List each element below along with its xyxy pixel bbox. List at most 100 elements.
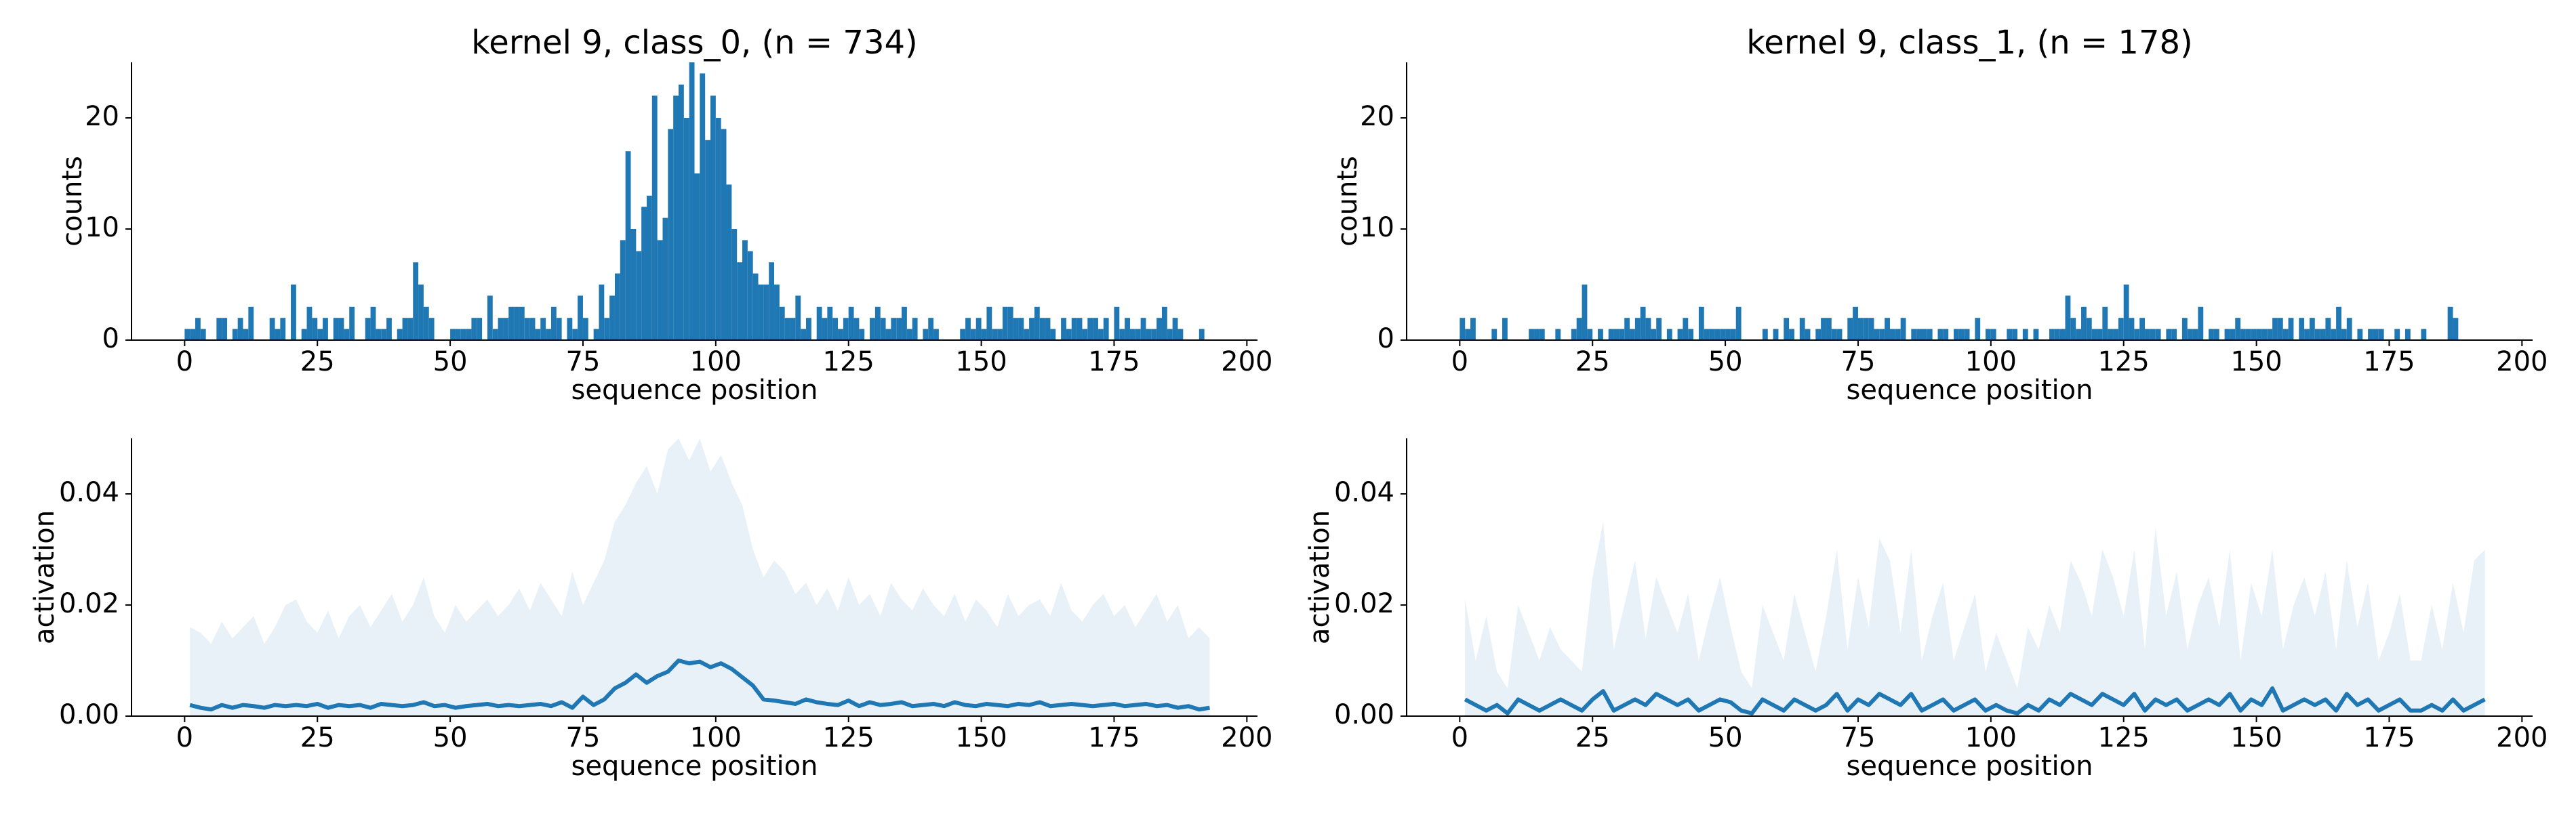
bar (312, 318, 318, 340)
y-tick-label: 0 (102, 323, 119, 354)
bar (2373, 329, 2379, 340)
x-tick-label: 150 (2230, 346, 2282, 377)
bar (1129, 329, 1135, 340)
bar (195, 318, 201, 340)
bar (232, 329, 238, 340)
x-tick-label: 25 (1575, 722, 1610, 753)
x-tick-label: 75 (1841, 346, 1876, 377)
bar (2453, 318, 2459, 340)
bar (1868, 318, 1874, 340)
bar (689, 62, 695, 340)
bar (1799, 318, 1805, 340)
bar (1847, 318, 1853, 340)
bar (1024, 329, 1030, 340)
bar (376, 329, 382, 340)
x-tick-label: 75 (566, 722, 601, 753)
bar (2357, 329, 2363, 340)
bar (1921, 329, 1927, 340)
x-axis-label: sequence position (1847, 375, 2093, 406)
bar (550, 306, 557, 340)
bar (1140, 318, 1146, 340)
chart-title: kernel 9, class_1, (n = 178) (1746, 24, 2193, 62)
bar (832, 318, 839, 340)
bar (413, 262, 419, 340)
bar (1666, 329, 1672, 340)
x-axis-label: sequence position (571, 375, 818, 406)
bar (2054, 329, 2060, 340)
bar (2341, 329, 2347, 340)
bar (1714, 329, 1720, 340)
bar (2065, 295, 2071, 340)
bar (2331, 329, 2337, 340)
bar (2033, 329, 2039, 340)
bar (2394, 329, 2400, 340)
bar (636, 251, 642, 340)
bar (2139, 318, 2146, 340)
x-tick-label: 200 (1221, 722, 1272, 753)
bar (1651, 329, 1657, 340)
bar (668, 129, 674, 340)
bar (1539, 329, 1545, 340)
y-tick-label: 0.04 (1334, 477, 1394, 508)
x-tick-label: 50 (1708, 722, 1743, 753)
bar (1529, 329, 1535, 340)
x-tick-label: 200 (1221, 346, 1272, 377)
bar (726, 184, 732, 340)
bar (2134, 329, 2140, 340)
bar (1836, 329, 1843, 340)
bar (508, 306, 515, 340)
bar (2097, 329, 2103, 340)
bar (216, 318, 222, 340)
bar (397, 329, 403, 340)
x-axis-label: sequence position (571, 751, 818, 782)
bar (1076, 318, 1083, 340)
x-tick-label: 100 (1965, 346, 2017, 377)
bar (721, 129, 727, 340)
bar (827, 306, 833, 340)
y-tick-label: 0.00 (1334, 699, 1394, 730)
bar (2081, 306, 2087, 340)
bar (338, 318, 344, 340)
y-axis-label: counts (1332, 156, 1363, 247)
bar (2007, 329, 2013, 340)
bar (2150, 329, 2156, 340)
bar (1199, 329, 1205, 340)
bar (1018, 318, 1024, 340)
bar (243, 329, 249, 340)
bar (1927, 329, 1933, 340)
bar (1815, 329, 1822, 340)
bar (1598, 329, 1603, 340)
bar (710, 96, 716, 340)
bar (237, 318, 243, 340)
bar (1135, 329, 1141, 340)
y-tick-label: 0.02 (1334, 588, 1394, 619)
bar (365, 318, 371, 340)
mean-line (1464, 686, 2486, 715)
bar (1789, 329, 1794, 340)
bar (184, 329, 190, 340)
bar (1656, 318, 1662, 340)
bar (1805, 329, 1811, 340)
bar (1167, 329, 1173, 340)
x-tick-label: 75 (1841, 722, 1876, 753)
bar (774, 285, 780, 340)
bar (933, 329, 939, 340)
x-tick-label: 150 (955, 722, 1007, 753)
x-tick-label: 200 (2496, 346, 2548, 377)
bar (546, 329, 551, 340)
bar (1045, 318, 1051, 340)
bar (1762, 329, 1768, 340)
bar (370, 306, 376, 340)
bar (2261, 329, 2268, 340)
bar (1698, 306, 1704, 340)
bar (758, 285, 764, 340)
bar (556, 318, 562, 340)
bar (641, 207, 647, 340)
x-tick-label: 175 (2363, 346, 2415, 377)
bar (2288, 318, 2294, 340)
bar (1853, 306, 1858, 340)
bar (471, 318, 477, 340)
bar (822, 318, 828, 340)
bar (1730, 329, 1736, 340)
bar (2171, 329, 2177, 340)
